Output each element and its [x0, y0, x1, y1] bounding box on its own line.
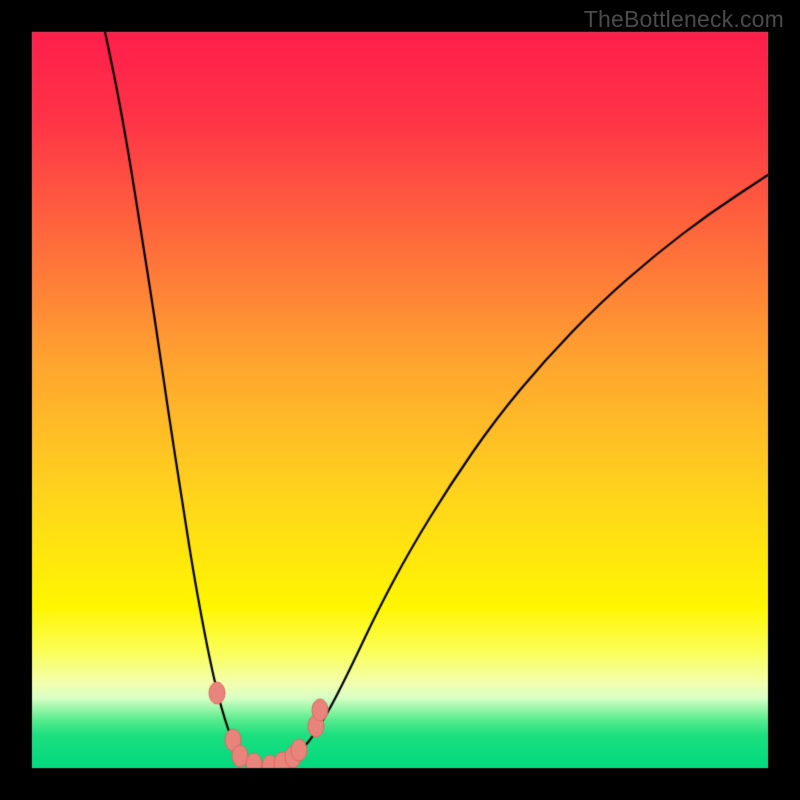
chart-container: TheBottleneck.com	[0, 0, 800, 800]
chart-border	[0, 0, 800, 800]
watermark-text: TheBottleneck.com	[584, 6, 784, 33]
